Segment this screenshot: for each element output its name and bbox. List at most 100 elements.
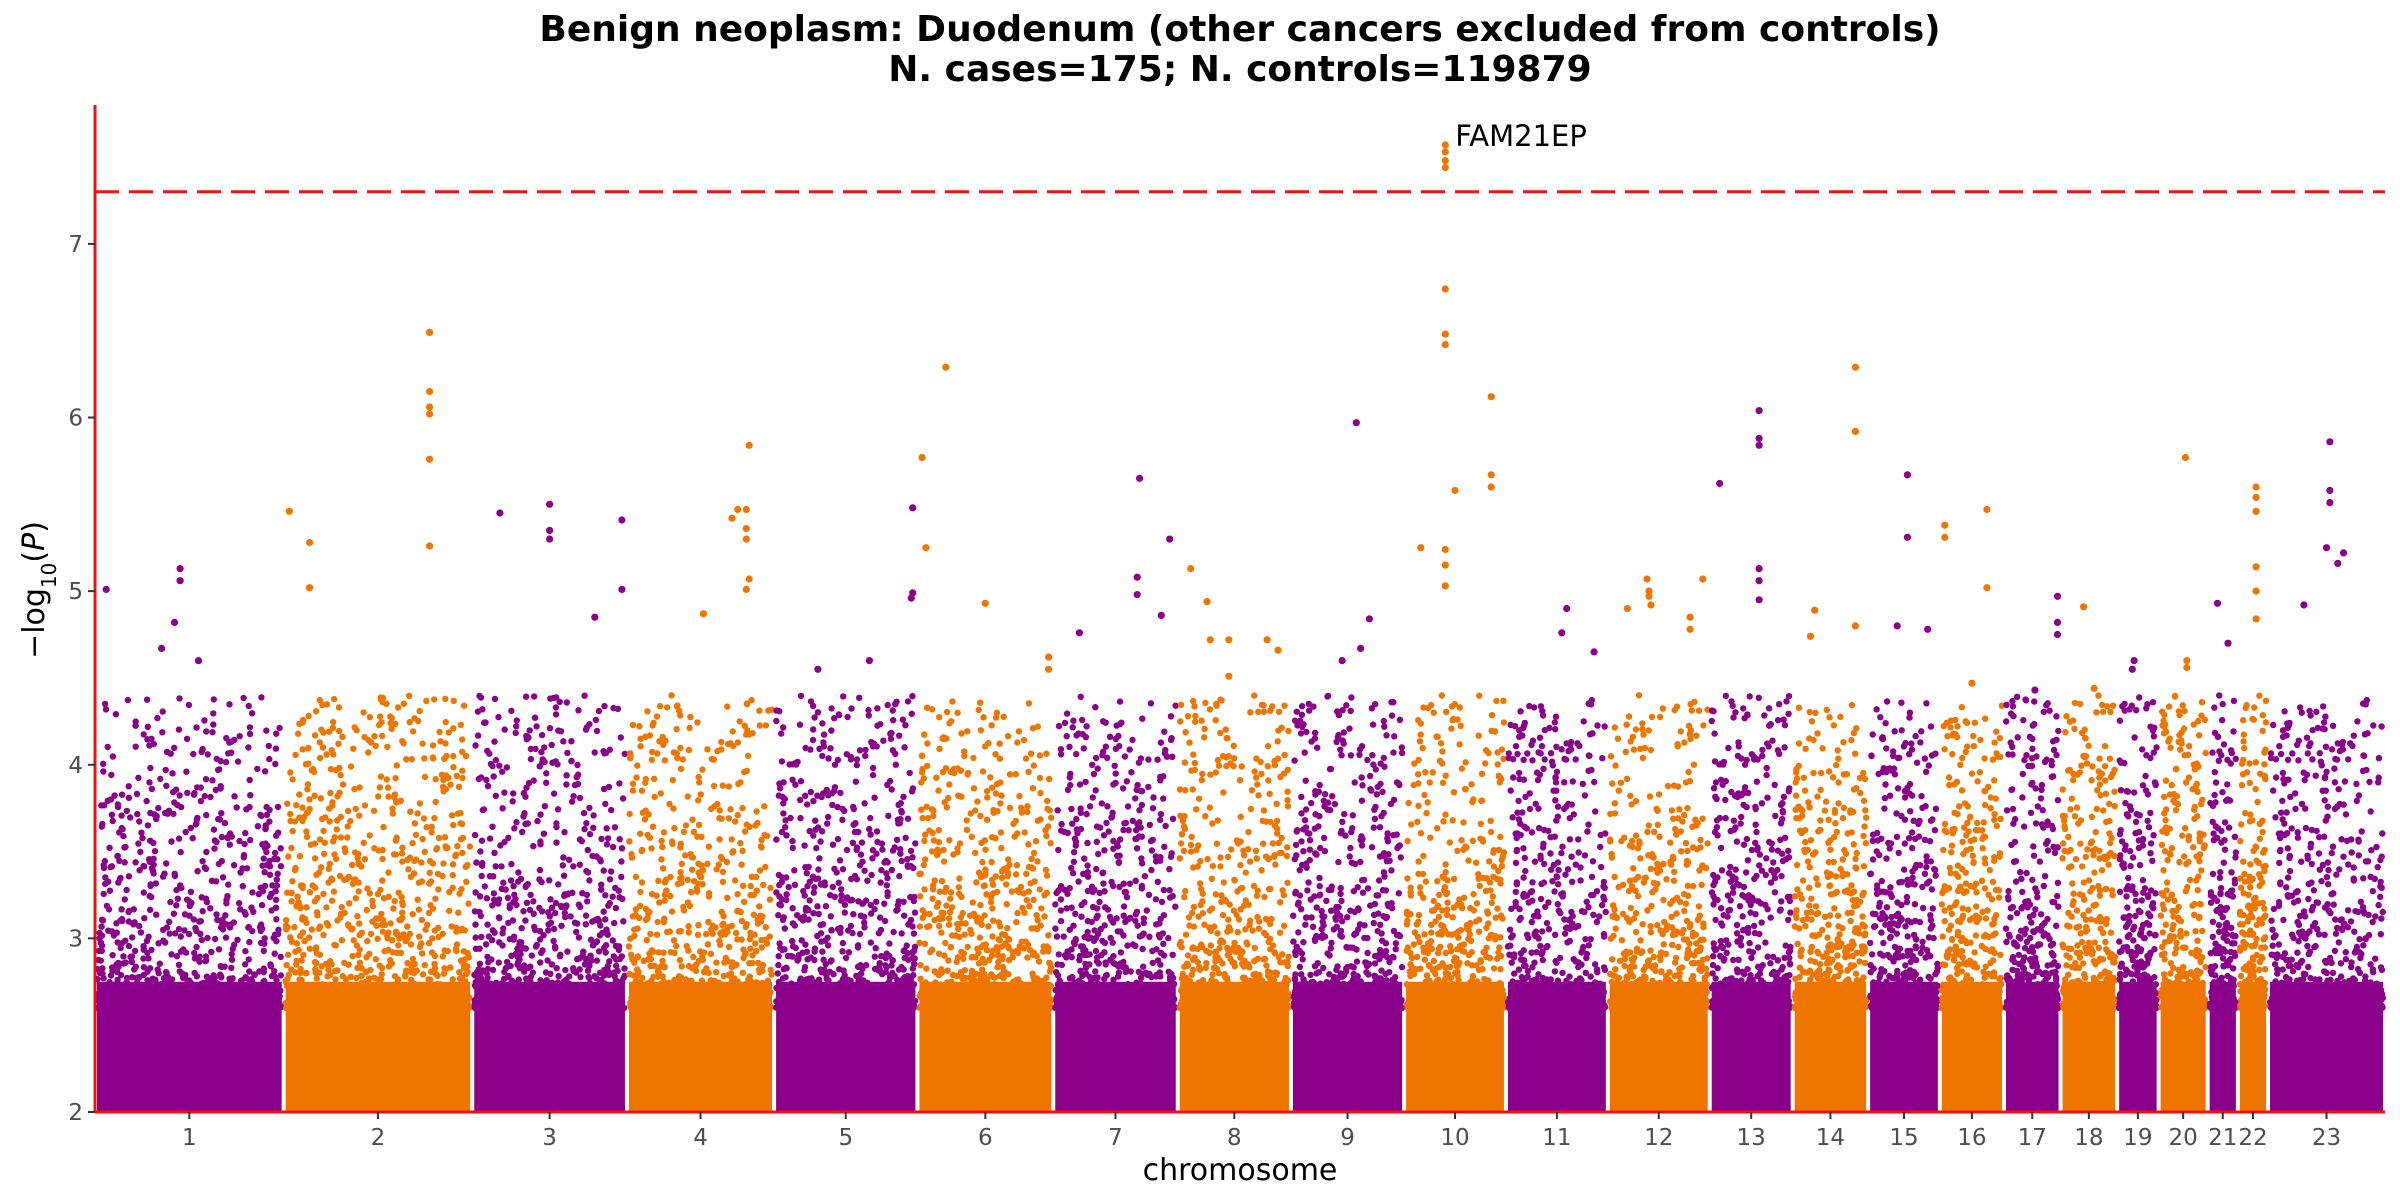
chr-2-point: [337, 771, 344, 779]
chr-4-point: [699, 953, 706, 960]
chr-2-point: [328, 961, 335, 968]
chr-5-point: [856, 694, 863, 701]
chr-2-point: [380, 823, 387, 831]
chr-1-point: [95, 956, 102, 964]
chr-3-point: [478, 933, 485, 941]
chr-6-point: [927, 948, 934, 956]
chr-1-point: [260, 965, 267, 972]
chr-2-point: [320, 827, 327, 835]
chr-2-point: [291, 924, 298, 931]
chr-3-point: [575, 901, 582, 908]
chr-1-point: [138, 829, 145, 836]
chr-3-point: [549, 759, 556, 766]
chr-4-point: [738, 861, 745, 868]
chr-3-point: [472, 996, 479, 1003]
chr-3-point: [571, 919, 579, 926]
chr-4-point: [659, 843, 666, 851]
chr-6-point: [921, 940, 929, 947]
chr-3-point: [512, 729, 519, 737]
chr-1-point: [244, 996, 251, 1003]
chr-1-point: [171, 744, 178, 752]
chr-5-point: [839, 816, 846, 823]
chr-5-point: [862, 962, 870, 969]
chr-1-point: [208, 948, 215, 956]
chr-1-point: [182, 828, 189, 836]
chr-3-point: [501, 726, 508, 733]
data-points: [94, 141, 2387, 1112]
chr-4-point: [632, 873, 640, 880]
chr-1-point: [146, 858, 153, 865]
chr-1-point: [122, 843, 129, 851]
chr-3-point: [605, 783, 613, 791]
chr-1-point: [231, 793, 238, 800]
chr-1-point: [245, 923, 252, 931]
chr-3-point: [579, 890, 586, 897]
chr-2-point: [311, 732, 319, 739]
chr-1-point: [193, 943, 200, 951]
chr-5-point: [812, 826, 819, 833]
chr-2-point: [327, 766, 335, 773]
chr-3-point: [570, 965, 577, 972]
chr-3-point: [481, 979, 488, 986]
chr-1-point: [242, 829, 249, 837]
chr-2-point: [420, 815, 428, 822]
chr-4-top-hit: [745, 441, 753, 449]
chr-4-point: [744, 752, 752, 759]
chr-2-point: [312, 965, 319, 973]
chr-2-point: [402, 971, 409, 978]
chr-4-point: [762, 863, 769, 871]
chr-1-point: [118, 906, 125, 913]
chr-1-point: [140, 731, 147, 738]
chr-2-point: [312, 946, 319, 953]
chr-2-point: [335, 983, 343, 991]
chr-1-point: [257, 921, 265, 928]
chr-5-point: [898, 807, 905, 815]
chr-6-point: [1023, 897, 1030, 904]
chr-1-point: [239, 883, 246, 890]
chr-6-point: [1047, 840, 1054, 847]
chr-4-point: [695, 797, 702, 804]
chr-4-point: [734, 907, 741, 914]
chr-4-point: [627, 753, 634, 760]
chr-2-point: [401, 982, 408, 990]
chr-5-point: [810, 726, 817, 733]
chr-5-point: [897, 850, 904, 857]
chr-1-point: [274, 870, 281, 877]
chr-2-point: [383, 996, 391, 1004]
chr-4-point: [663, 887, 670, 894]
chr-1-point: [125, 794, 133, 801]
chr-3-point: [518, 939, 525, 946]
chr-3-point: [492, 756, 500, 764]
chr-2-point: [327, 789, 334, 797]
chr-3-point: [589, 852, 596, 860]
chr-2-point: [407, 941, 415, 948]
chr-3-point: [600, 867, 607, 874]
chr-2-point: [371, 733, 378, 740]
chr-1-point: [151, 848, 159, 855]
chr-2-point: [297, 882, 305, 889]
chr-2-point: [289, 878, 296, 885]
chr-1-point: [144, 723, 151, 730]
chr-4-point: [737, 779, 744, 786]
chr-1-point: [277, 863, 285, 870]
chr-1-point: [96, 935, 103, 942]
chr-6-point: [975, 706, 982, 714]
chr-5-point: [804, 956, 811, 963]
chr-1-point: [261, 869, 268, 876]
chr-2-point: [313, 975, 320, 982]
chr-1-point: [176, 792, 183, 799]
chr-1-point: [112, 711, 120, 718]
chr-1-point: [118, 791, 126, 798]
chr-6-point: [919, 766, 926, 773]
chr-2-top-hit: [426, 542, 434, 550]
chr-1-point: [207, 793, 214, 801]
chr-2-point: [443, 752, 450, 760]
chr-1-point: [260, 947, 267, 955]
chr-5-point: [900, 793, 907, 800]
chr-1-point: [98, 923, 105, 930]
chr-1-point: [154, 714, 161, 722]
chr-4-point: [733, 961, 740, 968]
chr-2-point: [358, 863, 365, 870]
chr-4-point: [686, 724, 693, 732]
chr-1-point: [173, 886, 180, 894]
